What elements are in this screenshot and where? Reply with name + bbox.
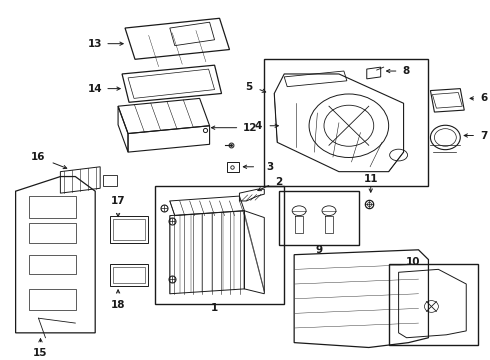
Bar <box>28 255 76 274</box>
Text: 16: 16 <box>31 152 46 162</box>
Bar <box>110 265 148 286</box>
Text: 12: 12 <box>243 123 257 133</box>
Text: 8: 8 <box>403 66 410 76</box>
Text: 15: 15 <box>33 348 48 359</box>
Text: 7: 7 <box>480 131 488 140</box>
Bar <box>264 59 428 186</box>
Text: 13: 13 <box>88 39 102 49</box>
Text: 6: 6 <box>480 93 488 103</box>
Text: 9: 9 <box>316 245 322 255</box>
Bar <box>28 224 76 243</box>
Text: 1: 1 <box>211 303 218 314</box>
Text: 3: 3 <box>267 162 274 172</box>
Bar <box>155 186 284 303</box>
Bar <box>389 265 478 345</box>
Text: 11: 11 <box>364 175 378 184</box>
Bar <box>113 219 145 240</box>
Text: 18: 18 <box>111 300 125 310</box>
Text: 4: 4 <box>255 121 262 131</box>
Text: 5: 5 <box>245 82 252 92</box>
Bar <box>103 175 117 186</box>
Bar <box>28 289 76 310</box>
Bar <box>28 196 76 217</box>
Text: 2: 2 <box>275 177 283 188</box>
Text: 14: 14 <box>88 84 102 94</box>
Text: 10: 10 <box>406 257 421 266</box>
Bar <box>113 267 145 283</box>
Bar <box>110 216 148 243</box>
Text: 17: 17 <box>111 196 125 206</box>
Bar <box>279 191 359 245</box>
